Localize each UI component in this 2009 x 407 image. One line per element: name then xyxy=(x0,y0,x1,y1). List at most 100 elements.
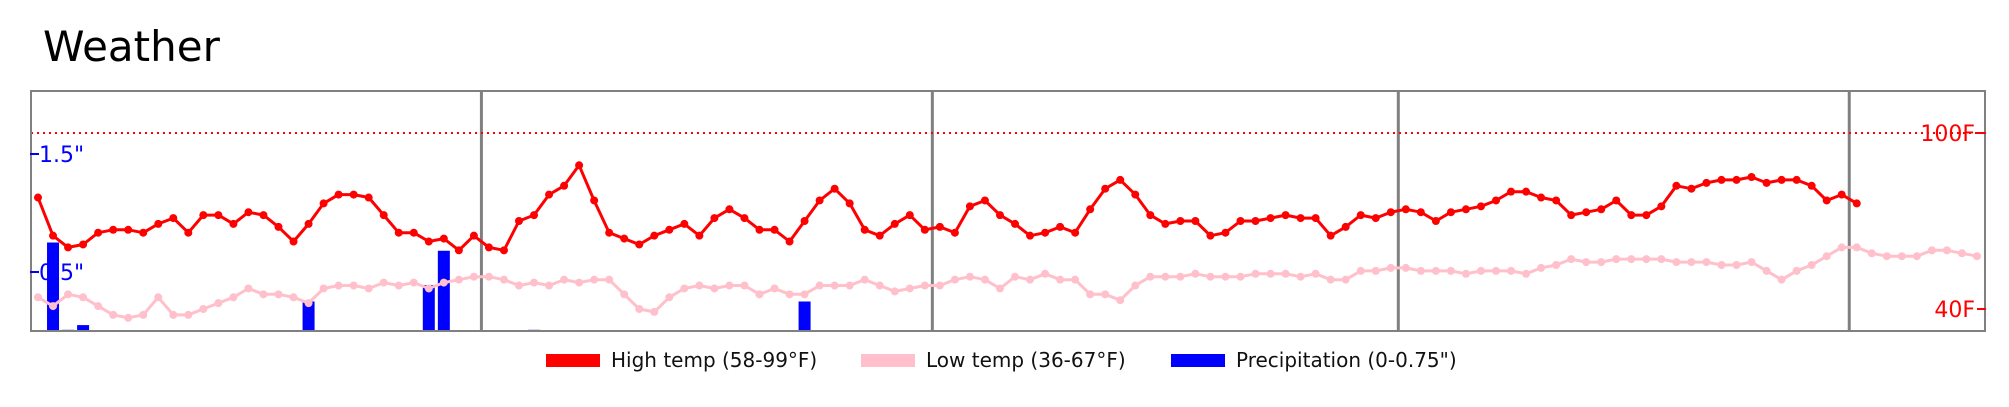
high-temp-point xyxy=(1446,208,1455,217)
high-temp-point xyxy=(34,193,42,202)
high-temp-point xyxy=(965,202,974,211)
high-temp-point xyxy=(1071,228,1080,237)
legend-label-high: High temp (58-99°F) xyxy=(611,348,818,372)
high-temp-point xyxy=(304,219,313,228)
low-temp-point xyxy=(965,272,974,281)
legend-swatch-precip xyxy=(1171,353,1225,367)
low-temp-point xyxy=(1221,272,1230,281)
legend-label-precip: Precipitation (0-0.75") xyxy=(1236,348,1457,372)
low-temp-point xyxy=(1717,261,1726,269)
low-temp-point xyxy=(319,284,328,293)
low-temp-point xyxy=(905,284,914,293)
high-temp-point xyxy=(1642,211,1651,220)
high-temp-point xyxy=(319,199,328,208)
high-temp-point xyxy=(1206,231,1215,240)
precip-bar xyxy=(422,284,435,331)
high-temp-point xyxy=(124,225,133,234)
high-temp-line xyxy=(36,163,1858,252)
legend-label-low: Low temp (36-67°F) xyxy=(926,348,1126,372)
low-temp-point xyxy=(1537,263,1546,272)
low-temp-point xyxy=(1326,275,1335,284)
low-temp-point xyxy=(1612,255,1621,264)
low-temp-point xyxy=(214,299,223,308)
high-temp-point xyxy=(830,184,839,193)
low-temp-point xyxy=(1732,261,1741,269)
low-temp-point xyxy=(725,281,734,290)
high-temp-point xyxy=(1476,202,1485,211)
high-temp-point xyxy=(1507,187,1516,196)
high-temp-point xyxy=(530,211,539,220)
low-temp-point xyxy=(890,287,899,296)
low-temp-point xyxy=(1897,252,1906,261)
low-temp-point xyxy=(1101,290,1110,299)
high-temp-point xyxy=(920,225,929,234)
low-temp-point xyxy=(1251,269,1260,278)
precip-bar xyxy=(798,301,811,331)
plot-frame xyxy=(30,90,1986,332)
low-temp-point xyxy=(1837,243,1846,252)
high-temp-point xyxy=(665,225,674,234)
high-temp-point xyxy=(1251,217,1260,225)
high-temp-point xyxy=(1416,208,1425,217)
low-temp-point xyxy=(1702,258,1711,267)
low-temp-point xyxy=(665,293,674,302)
high-temp-point xyxy=(1356,211,1365,220)
low-temp-point xyxy=(184,310,193,319)
low-temp-point xyxy=(1882,252,1891,261)
low-temp-point xyxy=(1386,263,1395,272)
low-temp-point xyxy=(154,293,163,302)
low-temp-point xyxy=(1522,269,1531,278)
low-temp-point xyxy=(1672,258,1681,267)
high-temp-point xyxy=(184,228,193,237)
high-temp-point xyxy=(199,211,208,220)
precip-bar xyxy=(437,250,450,331)
low-temp-point xyxy=(1492,266,1501,275)
low-temp-point xyxy=(514,281,523,290)
low-temp-point xyxy=(64,290,73,299)
high-temp-point xyxy=(950,228,959,237)
low-temp-point xyxy=(259,290,268,299)
low-temp-point xyxy=(950,275,959,284)
high-temp-point xyxy=(289,237,298,246)
low-temp-point xyxy=(1146,272,1155,281)
high-temp-point xyxy=(650,231,659,240)
low-temp-point xyxy=(1161,272,1170,281)
low-temp-point xyxy=(680,284,689,293)
precip-bar xyxy=(47,242,60,331)
high-temp-point xyxy=(259,211,268,220)
high-temp-point xyxy=(409,228,418,237)
high-temp-point xyxy=(1386,208,1395,217)
high-temp-point xyxy=(710,214,719,223)
high-temp-point xyxy=(79,240,88,249)
low-temp-point xyxy=(740,281,749,290)
high-temp-point xyxy=(1552,196,1561,205)
high-temp-point xyxy=(379,211,388,220)
high-temp-point xyxy=(469,231,478,240)
high-temp-point xyxy=(1281,211,1290,220)
low-temp-point xyxy=(1431,266,1440,275)
high-temp-point xyxy=(1296,214,1305,223)
low-temp-point xyxy=(1131,281,1140,290)
low-temp-point xyxy=(920,281,929,290)
low-temp-point xyxy=(1762,266,1771,275)
low-temp-point xyxy=(394,281,403,290)
high-temp-point xyxy=(1116,175,1125,184)
low-temp-point xyxy=(244,284,253,293)
high-temp-point xyxy=(1176,217,1185,225)
low-temp-point xyxy=(980,275,989,284)
high-temp-point xyxy=(514,217,523,225)
high-temp-point xyxy=(1326,231,1335,240)
low-temp-point xyxy=(1086,290,1095,299)
high-temp-point xyxy=(154,219,163,228)
low-temp-point xyxy=(815,281,824,290)
high-temp-point xyxy=(635,240,644,249)
low-temp-point xyxy=(1356,266,1365,275)
low-temp-point xyxy=(1461,269,1470,278)
high-temp-point xyxy=(394,228,403,237)
low-temp-point xyxy=(1657,255,1666,264)
low-temp-point xyxy=(1476,266,1485,275)
low-temp-point xyxy=(605,275,614,284)
high-temp-point xyxy=(1056,222,1065,231)
low-temp-point xyxy=(1041,269,1050,278)
low-temp-point xyxy=(1281,269,1290,278)
